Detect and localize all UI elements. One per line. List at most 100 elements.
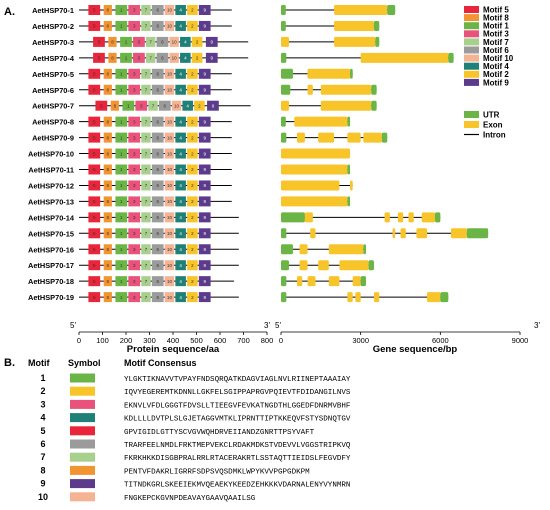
exon-block — [307, 276, 316, 287]
motif-1-label: 1 — [120, 119, 123, 124]
motif-5-label: 5 — [93, 8, 96, 13]
motif-7-label: 7 — [149, 56, 152, 61]
motif-5-box — [88, 20, 101, 31]
legend-motif-2-label: Motif 2 — [483, 70, 509, 79]
motif-5-box — [88, 260, 101, 271]
motif-5-box — [88, 180, 101, 191]
exon-block — [320, 100, 372, 111]
motif-number: 6 — [40, 439, 45, 449]
motif-1-box — [120, 36, 132, 47]
gene-axis-5prime: 5' — [275, 321, 281, 330]
motif-5-box — [88, 276, 101, 287]
motif-7-label: 7 — [145, 8, 148, 13]
motif-4-box — [175, 116, 186, 127]
motif-3-box — [128, 148, 141, 159]
exon-block — [427, 292, 441, 303]
motif-7-box — [141, 212, 151, 223]
motif-2-label: 2 — [191, 183, 194, 188]
motif-7-box — [141, 84, 151, 95]
motif-10-label: 10 — [172, 40, 178, 45]
legend-motif-3-label: Motif 3 — [483, 30, 509, 39]
exon-block — [310, 228, 316, 239]
motif-2-label: 2 — [191, 295, 194, 300]
motif-2-label: 2 — [191, 215, 194, 220]
exon-block — [397, 212, 404, 223]
legend-exon-swatch — [464, 121, 479, 128]
motif-7-label: 7 — [145, 231, 148, 236]
motif-8-label: 8 — [107, 167, 110, 172]
motif-10-box — [164, 292, 175, 303]
motif-6-label: 6 — [156, 215, 159, 220]
motif-4-label: 4 — [179, 279, 182, 284]
protein-tick-label: 800 — [261, 336, 274, 345]
motif-5-label: 5 — [93, 199, 96, 204]
motif-4-box — [175, 228, 186, 239]
motif-8-label: 8 — [107, 263, 110, 268]
motif-9-box — [198, 164, 211, 175]
legend-motif-9-label: Motif 9 — [483, 78, 509, 87]
motif-2-label: 2 — [191, 72, 194, 77]
motif-6-label: 6 — [156, 247, 159, 252]
motif-10-box — [164, 116, 175, 127]
motif-5-label: 5 — [93, 215, 96, 220]
motif-3-label: 3 — [133, 119, 136, 124]
motif-9-label: 9 — [203, 199, 206, 204]
gene-label: AetHSP70-11 — [28, 166, 74, 175]
motif-9-box — [198, 84, 211, 95]
gene-label: AetHSP70-8 — [32, 118, 74, 127]
utr-block — [281, 260, 289, 271]
motif-10-box — [164, 164, 175, 175]
motif-2-label: 2 — [191, 87, 194, 92]
motif-10-box — [164, 148, 175, 159]
motif-4-box — [175, 196, 186, 207]
utr-block — [387, 5, 396, 15]
motif-8-symbol — [70, 465, 95, 475]
motif-7-box — [141, 260, 151, 271]
gene-axis-ticks: 0 3000 6000 9000 — [279, 332, 528, 345]
protein-axis-5prime: 5' — [70, 321, 76, 330]
motif-10-label: 10 — [167, 72, 173, 77]
protein-tick-label: 200 — [120, 336, 133, 345]
motif-10-label: 10 — [167, 135, 173, 140]
motif-10-label: 10 — [167, 8, 173, 13]
motif-5-box — [93, 52, 105, 63]
motif-10-box — [164, 260, 175, 271]
motif-7-label: 7 — [145, 199, 148, 204]
motif-10-label: 10 — [167, 167, 173, 172]
utr-block — [373, 20, 380, 31]
motif-9-label: 9 — [203, 247, 206, 252]
motif-5-label: 5 — [93, 295, 96, 300]
motif-9-label: 9 — [212, 103, 215, 108]
motif-8-box — [103, 260, 112, 271]
motif-3-label: 3 — [133, 87, 136, 92]
exon-block — [296, 276, 303, 287]
motif-consensus: YLGKTIKNAVVTVPAYFNDSQRQATKDAGVIAGLNVLRII… — [124, 376, 351, 384]
utr-block — [381, 132, 388, 143]
gene-tick-label: 0 — [279, 336, 283, 345]
motif-2-box — [187, 20, 198, 31]
motif-5-label: 5 — [93, 87, 96, 92]
motif-2-label: 2 — [198, 103, 201, 108]
motif-5-label: 5 — [93, 135, 96, 140]
motif-4-label: 4 — [179, 183, 182, 188]
utr-block — [281, 212, 305, 223]
motif-4-box — [175, 292, 186, 303]
motif-3-box — [128, 212, 141, 223]
motif-10-label: 10 — [167, 183, 173, 188]
gene-axis: 0 3000 6000 9000 5' 3' Gene sequence/bp — [275, 321, 540, 355]
legend-intron-label: Intron — [483, 130, 506, 139]
motif-3-box — [128, 132, 141, 143]
motif-2-label: 2 — [191, 8, 194, 13]
motif-1-label: 1 — [120, 8, 123, 13]
motif-2-label: 2 — [191, 247, 194, 252]
motif-9-label: 9 — [203, 183, 206, 188]
motif-5-label: 5 — [93, 263, 96, 268]
motif-9-box — [198, 68, 211, 79]
legend-motif-6-label: Motif 6 — [483, 46, 509, 55]
motif-5-label: 5 — [93, 119, 96, 124]
motif-9-label: 9 — [211, 40, 214, 45]
motif-3-box — [128, 244, 141, 255]
motif-3-box — [128, 228, 141, 239]
motif-3-box — [128, 276, 141, 287]
